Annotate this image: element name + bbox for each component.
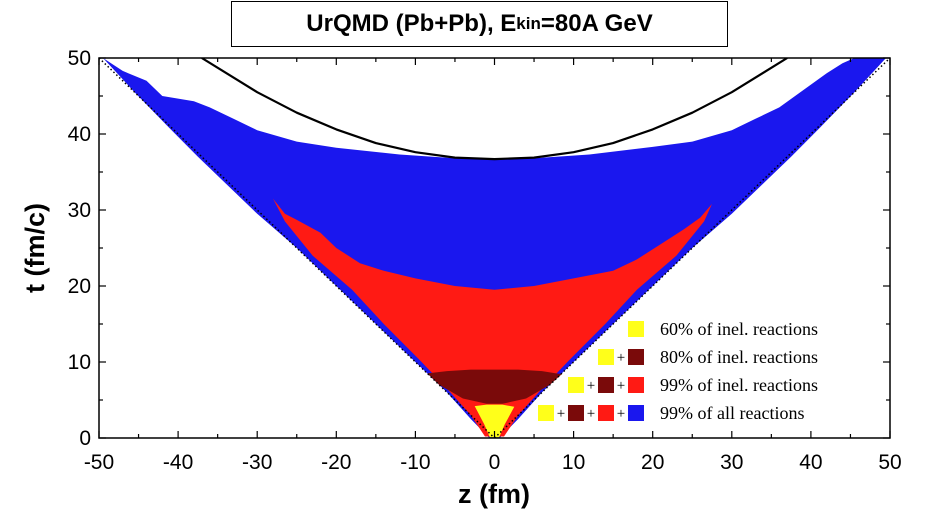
- light-cone-left: [99, 58, 496, 438]
- legend: 60% of inel. reactions + 80% of inel. reac…: [538, 319, 818, 423]
- y-tick-label: 20: [68, 275, 91, 298]
- x-tick-label: 50: [878, 451, 901, 474]
- legend-swatch: [598, 405, 614, 421]
- legend-label: 60% of inel. reactions: [660, 319, 818, 339]
- chart-title-prefix: UrQMD (Pb+Pb), E: [306, 10, 517, 37]
- freeze-out-curve: [201, 58, 788, 161]
- legend-swatch: [538, 405, 554, 421]
- legend-label: 99% of all reactions: [660, 403, 804, 423]
- y-tick-label: 30: [68, 199, 91, 222]
- y-tick-label: 40: [68, 123, 91, 146]
- legend-swatch: [628, 349, 644, 365]
- legend-swatch: [628, 321, 644, 337]
- x-tick-label: 20: [641, 451, 664, 474]
- x-tick-label: -50: [84, 451, 114, 474]
- x-tick-label: -10: [400, 451, 430, 474]
- legend-swatch: [568, 377, 584, 393]
- region-60-of-inel-reactions: [474, 404, 515, 438]
- legend-plus-sign: +: [617, 378, 625, 394]
- legend-entry-99-of-inel-reactions: + +99% of inel. reactions: [568, 375, 818, 395]
- region-99-of-all-reactions: [103, 58, 886, 438]
- legend-plus-sign: +: [557, 406, 565, 422]
- legend-entry-60-of-inel-reactions: 60% of inel. reactions: [628, 319, 818, 339]
- legend-swatch: [598, 349, 614, 365]
- legend-swatch: [628, 405, 644, 421]
- region-layer: [103, 58, 886, 438]
- x-tick-label: 10: [562, 451, 585, 474]
- legend-plus-sign: +: [617, 406, 625, 422]
- y-tick-label: 10: [68, 351, 91, 374]
- x-tick-label: 0: [489, 451, 501, 474]
- region-80-of-inel-reactions: [427, 369, 562, 404]
- tick-layer: -50 -40 -30 -20 -10 0 10 20 30 40 50 0 10 20 30 40 50: [68, 47, 902, 474]
- curve-layer: [99, 58, 890, 438]
- legend-label: 99% of inel. reactions: [660, 375, 818, 395]
- x-tick-label: -30: [242, 451, 272, 474]
- legend-label: 80% of inel. reactions: [660, 347, 818, 367]
- y-axis-title: t (fm/c): [20, 203, 50, 293]
- legend-plus-sign: +: [587, 378, 595, 394]
- chart-title-suffix: =80A GeV: [540, 10, 653, 37]
- x-tick-label: 40: [799, 451, 822, 474]
- legend-swatch: [568, 405, 584, 421]
- legend-entry-80-of-inel-reactions: +80% of inel. reactions: [598, 347, 818, 367]
- legend-swatch: [598, 377, 614, 393]
- x-tick-label: -20: [321, 451, 351, 474]
- region-99-of-inel-reactions: [273, 198, 712, 437]
- x-tick-label: -40: [163, 451, 193, 474]
- y-tick-label: 50: [68, 47, 91, 70]
- legend-swatch: [628, 377, 644, 393]
- y-tick-label: 0: [79, 427, 91, 450]
- legend-plus-sign: +: [617, 350, 625, 366]
- light-cone-right: [493, 58, 890, 438]
- x-axis-title: z (fm): [458, 479, 530, 509]
- legend-plus-sign: +: [587, 406, 595, 422]
- chart-title-subscript: kin: [516, 14, 541, 33]
- x-tick-label: 30: [720, 451, 743, 474]
- legend-entry-99-of-all-reactions: + + +99% of all reactions: [538, 403, 804, 423]
